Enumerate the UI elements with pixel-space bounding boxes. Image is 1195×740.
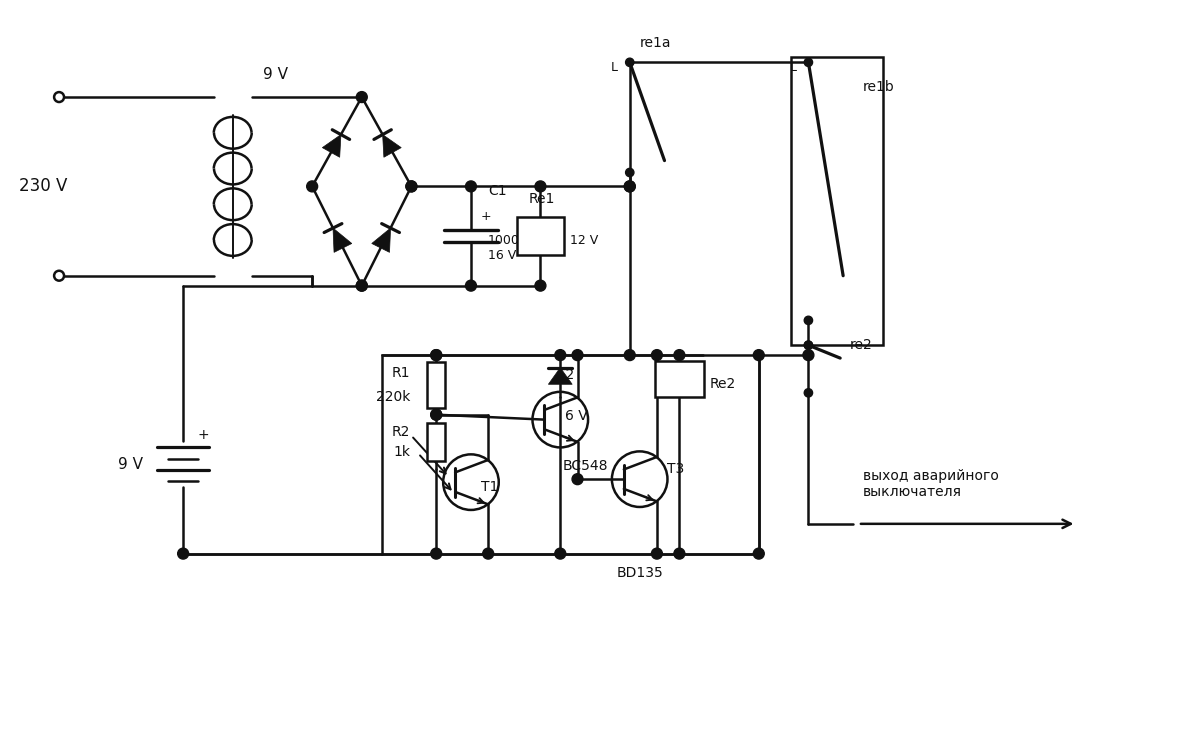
Circle shape [651,350,662,360]
Circle shape [674,548,685,559]
Text: 9 V: 9 V [263,67,288,82]
Text: 230 V: 230 V [19,178,68,195]
Bar [428,362,446,408]
Circle shape [430,350,442,360]
Bar [655,361,704,397]
Text: re2: re2 [850,338,872,352]
Circle shape [178,548,189,559]
Text: выход аварийного
выключателя: выход аварийного выключателя [863,469,999,499]
Circle shape [753,548,765,559]
Text: 1k: 1k [393,445,410,459]
Circle shape [356,280,367,291]
Text: 220k: 220k [376,390,410,404]
Circle shape [804,58,813,67]
Circle shape [651,548,662,559]
Circle shape [430,548,442,559]
Circle shape [554,350,565,360]
Circle shape [674,350,685,360]
Text: R1: R1 [392,366,410,380]
Polygon shape [323,135,341,158]
Text: C1: C1 [488,184,507,198]
Polygon shape [549,368,572,384]
Text: Re2: Re2 [709,377,735,391]
Text: Re1: Re1 [528,192,554,206]
Text: T1: T1 [480,480,498,494]
Text: BC548: BC548 [563,460,608,474]
Circle shape [466,181,477,192]
Text: re1b: re1b [863,80,895,94]
Circle shape [804,388,813,397]
Text: L: L [611,61,618,74]
Circle shape [626,58,633,67]
Bar [791,58,883,345]
Circle shape [626,168,633,177]
Text: T2: T2 [557,368,574,382]
Circle shape [804,316,813,325]
Circle shape [804,341,813,349]
Circle shape [483,548,494,559]
Circle shape [406,181,417,192]
Text: +: + [480,209,491,223]
Circle shape [803,350,814,360]
Circle shape [572,474,583,485]
Circle shape [406,181,417,192]
Circle shape [804,341,813,349]
Circle shape [430,409,442,420]
Polygon shape [382,135,402,158]
Circle shape [753,350,765,360]
Polygon shape [333,228,351,252]
Bar [381,355,759,554]
Text: 1000μ
16 V: 1000μ 16 V [488,234,527,262]
Circle shape [356,280,367,291]
Text: 9 V: 9 V [118,457,143,472]
Text: +: + [197,428,209,443]
Circle shape [572,350,583,360]
Bar [516,217,564,255]
Bar [428,423,446,461]
Circle shape [466,280,477,291]
Circle shape [535,280,546,291]
Text: R2: R2 [392,425,410,439]
Circle shape [554,548,565,559]
Polygon shape [372,228,391,252]
Text: L: L [790,61,797,74]
Text: re1a: re1a [639,36,672,50]
Text: T3: T3 [667,462,684,477]
Text: BD135: BD135 [617,565,663,579]
Circle shape [624,350,636,360]
Text: 12 V: 12 V [570,235,599,247]
Circle shape [356,92,367,103]
Text: 6 V: 6 V [565,408,588,423]
Circle shape [535,181,546,192]
Circle shape [430,409,442,420]
Circle shape [307,181,318,192]
Circle shape [430,350,442,360]
Circle shape [624,181,636,192]
Circle shape [624,181,636,192]
